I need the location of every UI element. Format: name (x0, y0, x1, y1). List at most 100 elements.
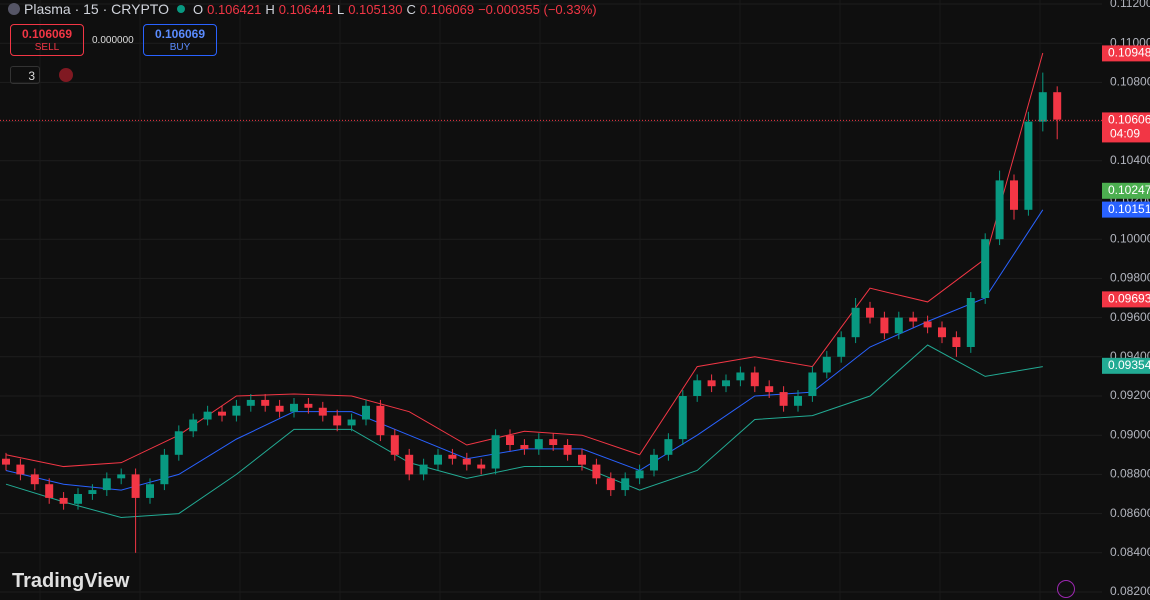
y-tick-label: 0.08200 (1110, 584, 1150, 598)
buy-price: 0.106069 (154, 27, 206, 41)
ohlc-c-label: C (406, 1, 416, 17)
spread: 0.000000 (92, 35, 134, 46)
candle-body (794, 396, 802, 406)
candle-body (851, 307, 860, 338)
candle-body (189, 419, 198, 432)
candle-body (981, 239, 990, 298)
candle-body (678, 396, 687, 440)
y-tick-label: 0.08400 (1110, 545, 1150, 559)
alert-icon[interactable] (59, 68, 73, 82)
candle-body (909, 317, 918, 322)
candle-body (261, 399, 270, 406)
candle-body (534, 439, 543, 449)
candle-body (117, 474, 126, 479)
candle-body (736, 372, 745, 381)
candle-body (995, 180, 1004, 240)
ohlc-l: 0.105130 (348, 1, 403, 17)
candle-body (290, 403, 298, 412)
y-tick-label: 0.09800 (1110, 271, 1150, 285)
y-tick-label: 0.09200 (1110, 388, 1150, 402)
ohlc-o: 0.106421 (207, 1, 262, 17)
ohlc-o-label: O (192, 1, 204, 17)
band-line (5, 52, 1044, 468)
candle-body (491, 435, 500, 469)
candle-body (779, 392, 788, 406)
ohlc-h-label: H (265, 1, 275, 17)
candle-body (59, 497, 68, 504)
band-line (5, 344, 1043, 519)
sell-price: 0.106069 (21, 27, 73, 41)
candle-body (966, 298, 975, 347)
y-tick-label: 0.10800 (1110, 75, 1150, 89)
candle-body (938, 327, 946, 338)
candle-body (390, 435, 399, 455)
candle-body (808, 372, 817, 396)
candle-body (419, 464, 428, 475)
price-label-bg (1102, 112, 1150, 143)
countdown: 04:09 (1110, 127, 1140, 141)
symbol-icon (8, 3, 20, 15)
candle-body (218, 411, 226, 416)
candle-body (693, 380, 702, 396)
candle-body (606, 478, 615, 491)
candle-body (664, 439, 673, 455)
y-tick-label: 0.08600 (1110, 506, 1150, 520)
ohlc-h: 0.106441 (278, 1, 333, 17)
y-tick-label: 0.10400 (1110, 153, 1150, 167)
candle-body (1053, 92, 1062, 120)
buy-label: BUY (169, 42, 191, 53)
candle-body (362, 405, 370, 420)
change: −0.000355 (−0.33%) (478, 1, 597, 17)
y-tick-label: 0.10000 (1110, 231, 1150, 245)
sell-label: SELL (34, 42, 60, 53)
y-tick-label: 0.09600 (1110, 310, 1150, 324)
candle-body (765, 386, 774, 393)
sell-button[interactable]: 0.106069 SELL (10, 24, 84, 56)
candle-body (232, 405, 241, 416)
candle-body (520, 445, 529, 449)
candle-body (822, 356, 831, 373)
ohlc-c: 0.106069 (419, 1, 475, 17)
price-label: 0.09354 (1108, 358, 1150, 372)
candle-body (16, 464, 25, 475)
candle-body (477, 464, 486, 469)
buy-button[interactable]: 0.106069 BUY (143, 24, 217, 56)
candle-body (246, 399, 255, 406)
y-tick-label: 0.09000 (1110, 427, 1150, 441)
candle-body (2, 458, 10, 465)
candle-body (304, 403, 313, 408)
price-label-bg (1102, 182, 1150, 199)
candle-body (102, 478, 111, 491)
lightning-button[interactable] (1057, 580, 1075, 598)
candle-body (74, 494, 82, 504)
price-label: 0.10151 (1108, 202, 1150, 216)
y-tick-label: 0.08800 (1110, 467, 1150, 481)
candle-body (722, 380, 730, 387)
candle-body (347, 419, 356, 426)
price-label-bg (1102, 291, 1150, 308)
symbol[interactable]: Plasma · 15 · CRYPTO (24, 1, 169, 17)
price-label-bg (1102, 45, 1150, 62)
candle-body (88, 490, 97, 494)
ohlc-l-label: L (336, 1, 345, 17)
candle-body (563, 445, 572, 455)
candle-body (506, 435, 514, 445)
candle-body (1038, 92, 1047, 122)
price-label-bg (1102, 357, 1150, 374)
candle-body (146, 484, 154, 498)
price-label: 0.10247 (1108, 183, 1150, 197)
candle-body (592, 464, 601, 479)
legend: Plasma · 15 · CRYPTO O 0.106421 H 0.106441… (8, 0, 597, 18)
brand-logo: TradingView (12, 570, 130, 592)
candle-body (160, 454, 169, 485)
candle-body (275, 405, 284, 412)
candle-body (952, 337, 961, 347)
candle-body (318, 407, 327, 416)
y-tick-label: 0.11200 (1110, 0, 1150, 10)
candle-body (203, 411, 212, 420)
indicator-toggle[interactable]: 3 (10, 66, 40, 84)
candle-body (750, 372, 759, 387)
candle-body (448, 454, 457, 459)
status-dot (176, 5, 185, 13)
candle-body (131, 474, 140, 498)
